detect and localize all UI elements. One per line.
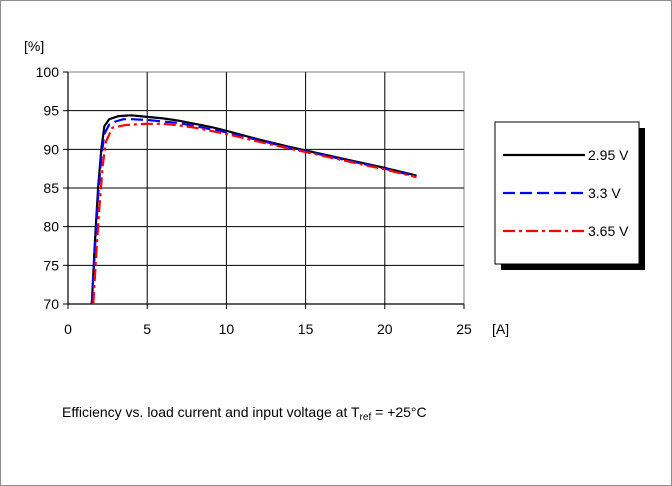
x-tick-label: 15 bbox=[298, 321, 314, 337]
x-tick-label: 5 bbox=[143, 321, 151, 337]
y-tick-label: 95 bbox=[43, 103, 59, 119]
grid-lines bbox=[68, 72, 464, 304]
chart-caption: Efficiency vs. load current and input vo… bbox=[62, 404, 427, 423]
x-axis-unit: [A] bbox=[492, 321, 509, 337]
tick-labels: 70 75 80 85 90 95 100 0 5 10 15 20 25 bbox=[36, 64, 472, 337]
legend: 2.95 V 3.3 V 3.65 V bbox=[494, 121, 645, 270]
y-tick-label: 75 bbox=[43, 257, 59, 273]
caption-suffix: = +25°C bbox=[371, 404, 427, 420]
x-tick-label: 0 bbox=[64, 321, 72, 337]
series-line-3-3-v bbox=[90, 118, 417, 305]
legend-label-2-95-v: 2.95 V bbox=[588, 147, 629, 163]
caption-subscript: ref bbox=[359, 412, 372, 423]
series-line-3-65-v bbox=[92, 122, 417, 305]
y-tick-label: 90 bbox=[43, 141, 59, 157]
x-tick-label: 25 bbox=[456, 321, 472, 337]
caption-text: Efficiency vs. load current and input vo… bbox=[62, 404, 360, 420]
y-tick-label: 85 bbox=[43, 180, 59, 196]
y-tick-label: 100 bbox=[36, 64, 60, 80]
legend-label-3-3-v: 3.3 V bbox=[588, 185, 621, 201]
y-axis-unit: [%] bbox=[24, 38, 44, 54]
x-tick-label: 20 bbox=[377, 321, 393, 337]
series-lines bbox=[90, 114, 417, 305]
x-tick-label: 10 bbox=[219, 321, 235, 337]
y-tick-label: 80 bbox=[43, 219, 59, 235]
y-tick-label: 70 bbox=[43, 296, 59, 312]
legend-label-3-65-v: 3.65 V bbox=[588, 223, 629, 239]
axes bbox=[63, 71, 465, 309]
